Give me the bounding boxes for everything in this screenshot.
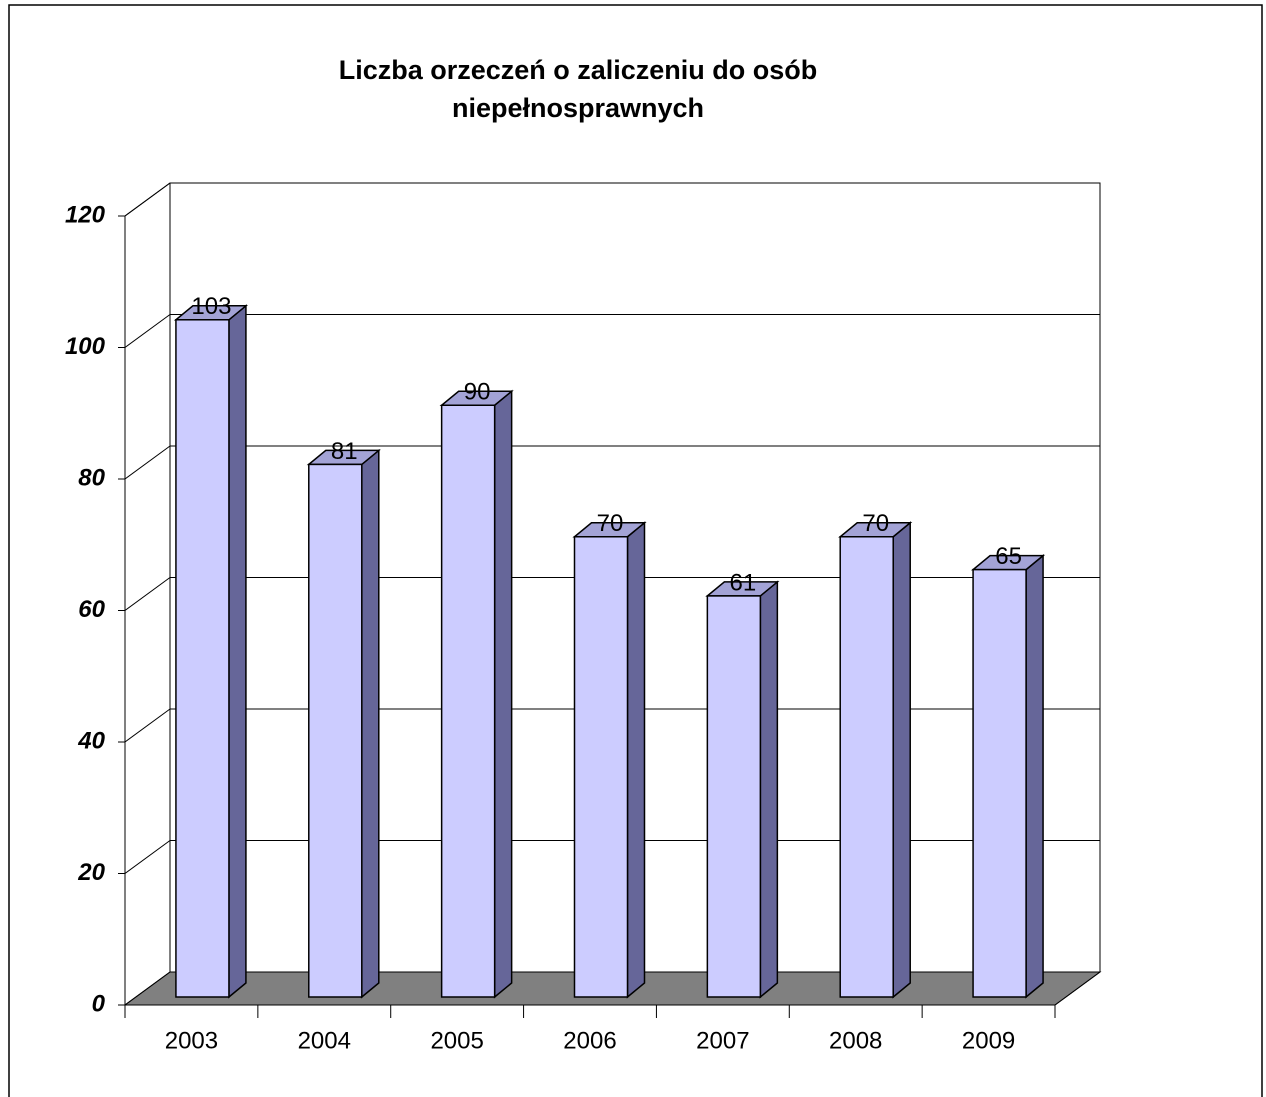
- x-tick-label: 2009: [962, 1027, 1015, 1054]
- side-grid: [124, 577, 171, 611]
- y-tick-label: 20: [77, 859, 105, 886]
- x-tick-label: 2006: [563, 1027, 616, 1054]
- side-grid: [124, 182, 171, 217]
- side-grid: [124, 840, 171, 874]
- value-label: 103: [191, 293, 231, 320]
- side-grid: [124, 971, 171, 1006]
- bar-side: [626, 521, 646, 999]
- value-label: 61: [730, 569, 757, 596]
- bar: [440, 404, 496, 998]
- y-tick-label: 40: [77, 727, 105, 754]
- bar: [175, 319, 230, 998]
- bar-side: [361, 448, 380, 999]
- bar: [308, 463, 363, 998]
- bar: [972, 568, 1027, 998]
- bar-side: [493, 389, 513, 999]
- x-tick-label: 2005: [430, 1027, 483, 1054]
- side-grid: [124, 708, 171, 743]
- chart-title: Liczba orzeczeń o zaliczeniu do osób: [339, 55, 818, 85]
- value-label: 90: [464, 379, 491, 406]
- bar: [706, 595, 762, 998]
- y-tick-label: 120: [65, 201, 106, 228]
- y-tick-label: 0: [92, 990, 106, 1017]
- floor-edge: [1054, 971, 1101, 1006]
- bar-side: [892, 521, 911, 999]
- x-tick-label: 2004: [298, 1027, 351, 1054]
- bar-side: [1025, 554, 1044, 999]
- x-tick-label: 2007: [696, 1027, 749, 1054]
- bar: [839, 536, 894, 998]
- value-label: 81: [331, 438, 358, 465]
- side-grid: [124, 445, 171, 480]
- value-label: 70: [862, 510, 889, 537]
- value-label: 70: [597, 510, 624, 537]
- bar-side: [759, 580, 779, 999]
- value-label: 65: [995, 543, 1022, 570]
- side-grid: [124, 314, 171, 348]
- chart-title: niepełnosprawnych: [452, 93, 704, 123]
- bar: [573, 536, 629, 998]
- y-tick-label: 60: [78, 596, 105, 623]
- x-tick-label: 2003: [165, 1027, 218, 1054]
- y-tick-label: 100: [65, 333, 106, 360]
- x-tick-label: 2008: [829, 1027, 882, 1054]
- y-tick-label: 80: [78, 464, 105, 491]
- bar-side: [228, 304, 247, 999]
